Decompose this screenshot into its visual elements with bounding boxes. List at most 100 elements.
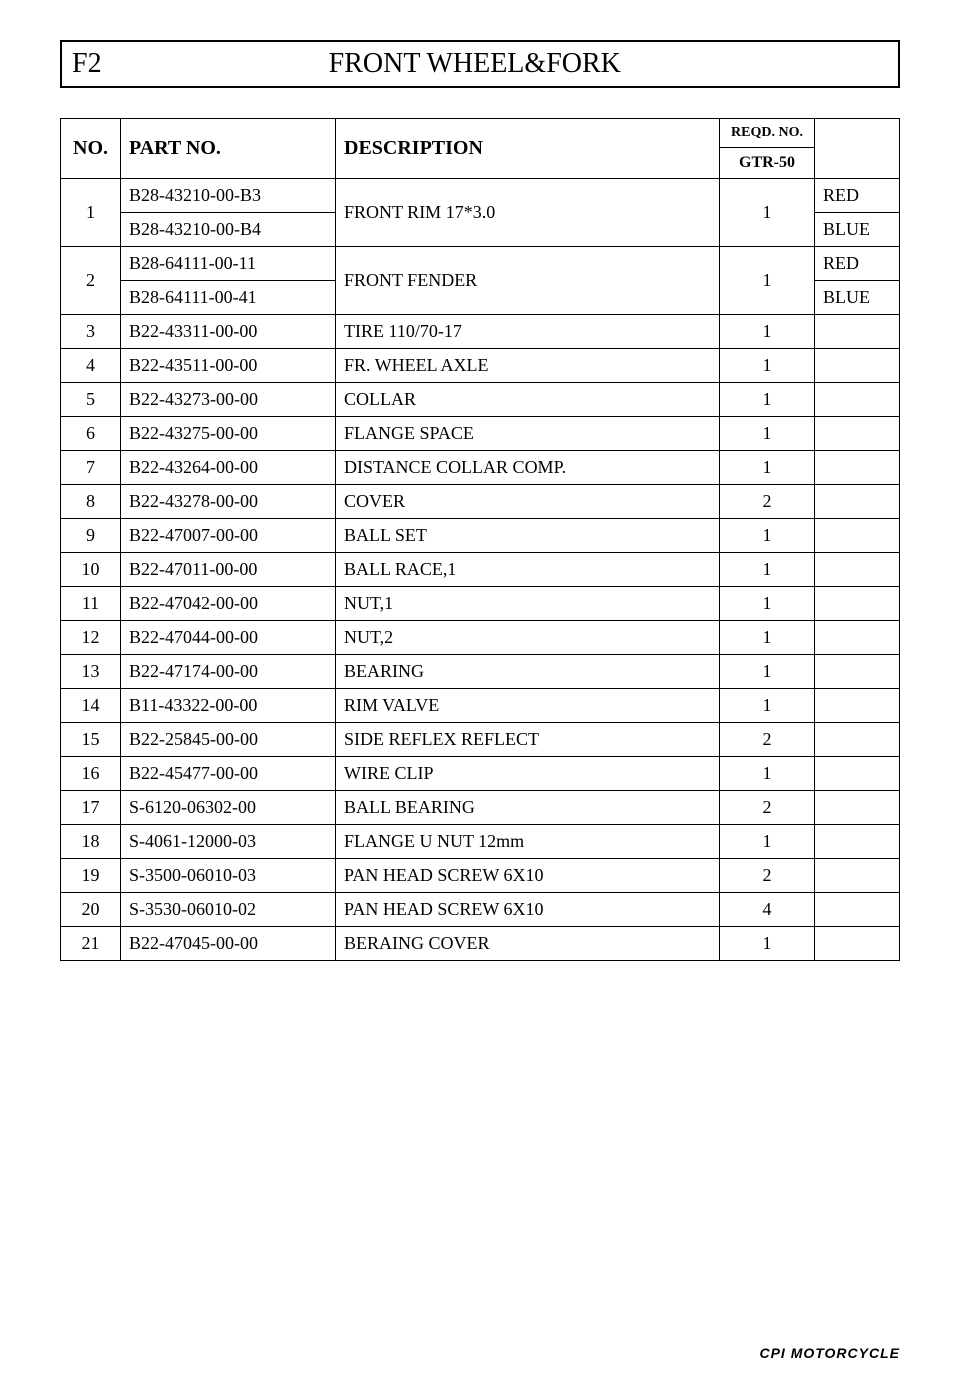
cell-part: B22-43511-00-00 xyxy=(121,349,336,383)
cell-desc: DISTANCE COLLAR COMP. xyxy=(336,451,720,485)
cell-qty: 1 xyxy=(720,247,815,315)
cell-part: B11-43322-00-00 xyxy=(121,689,336,723)
table-row: 13B22-47174-00-00BEARING1 xyxy=(61,655,900,689)
cell-no: 21 xyxy=(61,927,121,961)
cell-qty: 2 xyxy=(720,485,815,519)
table-row: 21B22-47045-00-00BERAING COVER1 xyxy=(61,927,900,961)
footer-text: CPI MOTORCYCLE xyxy=(759,1345,900,1361)
cell-desc: SIDE REFLEX REFLECT xyxy=(336,723,720,757)
cell-no: 8 xyxy=(61,485,121,519)
cell-note xyxy=(815,893,900,927)
cell-no: 4 xyxy=(61,349,121,383)
cell-part: S-3530-06010-02 xyxy=(121,893,336,927)
cell-part: S-6120-06302-00 xyxy=(121,791,336,825)
table-row: 8B22-43278-00-00COVER2 xyxy=(61,485,900,519)
table-row: 19S-3500-06010-03PAN HEAD SCREW 6X102 xyxy=(61,859,900,893)
cell-no: 16 xyxy=(61,757,121,791)
cell-note xyxy=(815,519,900,553)
cell-no: 2 xyxy=(61,247,121,315)
table-row: 5B22-43273-00-00COLLAR1 xyxy=(61,383,900,417)
cell-note xyxy=(815,553,900,587)
page-title: FRONT WHEEL&FORK xyxy=(62,48,888,80)
table-row: 6B22-43275-00-00FLANGE SPACE1 xyxy=(61,417,900,451)
cell-qty: 1 xyxy=(720,689,815,723)
cell-qty: 1 xyxy=(720,927,815,961)
cell-no: 20 xyxy=(61,893,121,927)
cell-qty: 4 xyxy=(720,893,815,927)
cell-desc: PAN HEAD SCREW 6X10 xyxy=(336,893,720,927)
cell-part: B22-43275-00-00 xyxy=(121,417,336,451)
col-header-no: NO. xyxy=(61,119,121,179)
cell-desc: FRONT FENDER xyxy=(336,247,720,315)
page-title-bar: F2 FRONT WHEEL&FORK xyxy=(60,40,900,88)
table-row: 20S-3530-06010-02PAN HEAD SCREW 6X104 xyxy=(61,893,900,927)
table-header: NO. PART NO. DESCRIPTION REQD. NO. GTR-5… xyxy=(61,119,900,179)
cell-part: B28-43210-00-B4 xyxy=(121,213,336,247)
cell-no: 13 xyxy=(61,655,121,689)
cell-part: B28-64111-00-41 xyxy=(121,281,336,315)
cell-qty: 2 xyxy=(720,859,815,893)
col-header-part: PART NO. xyxy=(121,119,336,179)
cell-part: B22-47045-00-00 xyxy=(121,927,336,961)
cell-note xyxy=(815,655,900,689)
cell-no: 9 xyxy=(61,519,121,553)
cell-note xyxy=(815,757,900,791)
table-row: 1B28-43210-00-B3FRONT RIM 17*3.01RED xyxy=(61,179,900,213)
cell-no: 3 xyxy=(61,315,121,349)
cell-note xyxy=(815,927,900,961)
table-row: 16B22-45477-00-00WIRE CLIP1 xyxy=(61,757,900,791)
col-header-reqd-top: REQD. NO. xyxy=(720,119,815,148)
cell-part: B22-43278-00-00 xyxy=(121,485,336,519)
table-row: 4B22-43511-00-00FR. WHEEL AXLE1 xyxy=(61,349,900,383)
cell-no: 6 xyxy=(61,417,121,451)
cell-part: B22-47007-00-00 xyxy=(121,519,336,553)
cell-no: 5 xyxy=(61,383,121,417)
cell-part: B22-43273-00-00 xyxy=(121,383,336,417)
cell-qty: 1 xyxy=(720,315,815,349)
cell-no: 11 xyxy=(61,587,121,621)
table-row: 17S-6120-06302-00BALL BEARING2 xyxy=(61,791,900,825)
cell-part: B22-47044-00-00 xyxy=(121,621,336,655)
cell-qty: 2 xyxy=(720,791,815,825)
table-row: 11B22-47042-00-00NUT,11 xyxy=(61,587,900,621)
cell-desc: TIRE 110/70-17 xyxy=(336,315,720,349)
cell-note xyxy=(815,349,900,383)
cell-desc: FLANGE U NUT 12mm xyxy=(336,825,720,859)
cell-part: B22-47011-00-00 xyxy=(121,553,336,587)
cell-note xyxy=(815,689,900,723)
cell-no: 1 xyxy=(61,179,121,247)
table-row: 3B22-43311-00-00TIRE 110/70-171 xyxy=(61,315,900,349)
cell-note xyxy=(815,417,900,451)
cell-part: B22-45477-00-00 xyxy=(121,757,336,791)
cell-desc: BALL RACE,1 xyxy=(336,553,720,587)
cell-qty: 1 xyxy=(720,553,815,587)
table-row: 10B22-47011-00-00BALL RACE,11 xyxy=(61,553,900,587)
cell-no: 19 xyxy=(61,859,121,893)
col-header-reqd-bot: GTR-50 xyxy=(720,148,815,179)
cell-qty: 1 xyxy=(720,757,815,791)
cell-qty: 1 xyxy=(720,587,815,621)
cell-desc: BALL BEARING xyxy=(336,791,720,825)
table-row: 9B22-47007-00-00BALL SET1 xyxy=(61,519,900,553)
cell-note xyxy=(815,587,900,621)
cell-qty: 1 xyxy=(720,825,815,859)
col-header-desc: DESCRIPTION xyxy=(336,119,720,179)
cell-no: 10 xyxy=(61,553,121,587)
cell-desc: BEARING xyxy=(336,655,720,689)
cell-qty: 1 xyxy=(720,519,815,553)
cell-note xyxy=(815,723,900,757)
cell-part: B28-43210-00-B3 xyxy=(121,179,336,213)
cell-note: BLUE xyxy=(815,213,900,247)
cell-qty: 1 xyxy=(720,349,815,383)
cell-qty: 2 xyxy=(720,723,815,757)
cell-no: 14 xyxy=(61,689,121,723)
col-header-note xyxy=(815,119,900,179)
cell-qty: 1 xyxy=(720,621,815,655)
cell-part: B22-43311-00-00 xyxy=(121,315,336,349)
cell-desc: FLANGE SPACE xyxy=(336,417,720,451)
cell-desc: BERAING COVER xyxy=(336,927,720,961)
cell-note xyxy=(815,383,900,417)
parts-table: NO. PART NO. DESCRIPTION REQD. NO. GTR-5… xyxy=(60,118,900,961)
cell-desc: PAN HEAD SCREW 6X10 xyxy=(336,859,720,893)
cell-desc: NUT,1 xyxy=(336,587,720,621)
